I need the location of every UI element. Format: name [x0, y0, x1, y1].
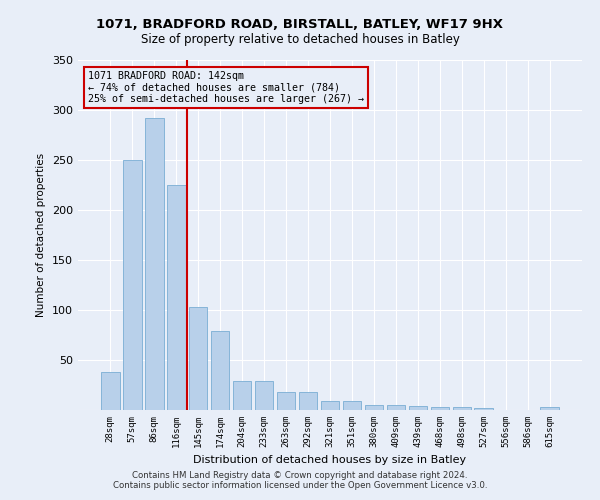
Text: Contains HM Land Registry data © Crown copyright and database right 2024.
Contai: Contains HM Land Registry data © Crown c…: [113, 470, 487, 490]
Bar: [409, 406, 427, 410]
Bar: [123, 160, 142, 410]
Bar: [299, 392, 317, 410]
Bar: [255, 381, 274, 410]
Bar: [101, 372, 119, 410]
Bar: [167, 185, 185, 410]
Bar: [233, 381, 251, 410]
Bar: [452, 407, 471, 410]
Bar: [386, 405, 405, 410]
Bar: [145, 118, 164, 410]
Text: 1071, BRADFORD ROAD, BIRSTALL, BATLEY, WF17 9HX: 1071, BRADFORD ROAD, BIRSTALL, BATLEY, W…: [97, 18, 503, 30]
Bar: [277, 392, 295, 410]
Bar: [365, 405, 383, 410]
Bar: [189, 307, 208, 410]
Bar: [431, 407, 449, 410]
Bar: [211, 331, 229, 410]
Text: Size of property relative to detached houses in Batley: Size of property relative to detached ho…: [140, 32, 460, 46]
Bar: [475, 408, 493, 410]
Text: 1071 BRADFORD ROAD: 142sqm
← 74% of detached houses are smaller (784)
25% of sem: 1071 BRADFORD ROAD: 142sqm ← 74% of deta…: [88, 70, 364, 104]
Bar: [343, 401, 361, 410]
Bar: [320, 401, 340, 410]
Y-axis label: Number of detached properties: Number of detached properties: [37, 153, 46, 317]
X-axis label: Distribution of detached houses by size in Batley: Distribution of detached houses by size …: [193, 456, 467, 466]
Bar: [541, 407, 559, 410]
